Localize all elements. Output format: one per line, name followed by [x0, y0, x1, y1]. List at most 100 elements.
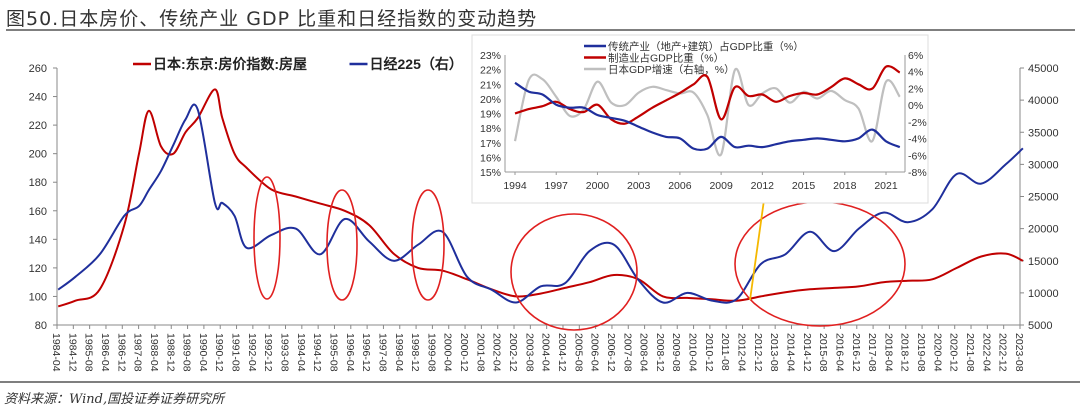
right-tick-label: 30000 [1028, 159, 1059, 171]
x-tick-label: 2007-08 [621, 333, 633, 372]
inset-right-tick-label: -4% [908, 134, 927, 146]
x-tick-label: 2023-08 [1013, 333, 1025, 372]
highlight-ellipse [510, 213, 638, 331]
x-tick-label: 2016-12 [850, 333, 862, 372]
inset-x-tick-label: 2006 [668, 180, 692, 192]
x-tick-label: 2010-04 [687, 333, 699, 372]
x-tick-label: 2012-12 [752, 333, 764, 372]
figure-title: 图50.日本房价、传统产业 GDP 比重和日经指数的变动趋势 [6, 8, 538, 30]
inset-x-tick-label: 2000 [586, 180, 610, 192]
right-tick-label: 25000 [1028, 192, 1059, 204]
inset-right-tick-label: -2% [908, 117, 927, 129]
x-tick-label: 2008-04 [638, 333, 650, 372]
right-tick-label: 40000 [1028, 95, 1059, 107]
arrow [749, 199, 765, 301]
left-tick-label: 80 [35, 320, 47, 332]
inset-left-tick-label: 16% [480, 152, 501, 164]
inset-right-tick-label: -6% [908, 150, 927, 162]
right-tick-label: 10000 [1028, 288, 1059, 300]
x-tick-label: 2018-04 [882, 333, 894, 372]
x-tick-label: 2008-12 [654, 333, 666, 372]
left-tick-label: 160 [29, 206, 47, 218]
legend-label: 日本:东京:房价指数:房屋 [153, 56, 307, 72]
x-tick-label: 1999-08 [425, 333, 437, 372]
inset-left-tick-label: 18% [480, 123, 501, 135]
x-tick-label: 2017-08 [866, 333, 878, 372]
right-tick-label: 45000 [1028, 63, 1059, 75]
x-tick-label: 2022-12 [997, 333, 1009, 372]
inset-left-tick-label: 23% [480, 50, 501, 62]
x-tick-label: 2006-04 [589, 333, 601, 372]
x-tick-label: 2013-08 [768, 333, 780, 372]
x-tick-label: 1992-12 [262, 333, 274, 372]
x-tick-label: 1998-04 [393, 333, 405, 372]
x-tick-label: 2004-04 [540, 333, 552, 372]
inset-legend-label: 日本GDP增速（右轴，%） [608, 63, 735, 76]
inset-right-tick-label: 4% [908, 67, 923, 79]
x-tick-label: 1987-08 [132, 333, 144, 372]
x-tick-label: 2014-04 [784, 333, 796, 372]
left-tick-label: 120 [29, 263, 47, 275]
x-tick-label: 2010-12 [703, 333, 715, 372]
series-line-right [57, 103, 1024, 304]
left-tick-label: 140 [29, 234, 47, 246]
x-tick-label: 2009-08 [670, 333, 682, 372]
x-tick-label: 2020-12 [948, 333, 960, 372]
inset-series-line [514, 81, 901, 152]
x-tick-label: 2005-08 [572, 333, 584, 372]
x-tick-label: 1988-12 [164, 333, 176, 372]
inset-left-tick-label: 17% [480, 138, 501, 150]
x-tick-label: 1993-08 [279, 333, 291, 372]
x-tick-label: 1989-08 [181, 333, 193, 372]
right-tick-label: 15000 [1028, 256, 1059, 268]
inset-left-tick-label: 22% [480, 65, 501, 77]
inset-right-tick-label: 0% [908, 100, 923, 112]
inset-x-tick-label: 1994 [503, 180, 527, 192]
inset-panel [471, 34, 929, 204]
left-tick-label: 240 [29, 92, 47, 104]
x-tick-label: 1990-12 [213, 333, 225, 372]
x-tick-label: 2020-04 [931, 333, 943, 372]
highlight-ellipse [253, 176, 281, 300]
x-tick-label: 1986-12 [115, 333, 127, 372]
inset-left-tick-label: 15% [480, 167, 501, 179]
inset-right-tick-label: 6% [908, 50, 923, 62]
x-tick-label: 1995-08 [327, 333, 339, 372]
x-tick-label: 1996-04 [344, 333, 356, 372]
x-tick-label: 2019-08 [915, 333, 927, 372]
inset-x-tick-label: 1997 [545, 180, 569, 192]
inset-right-tick-label: -8% [908, 167, 927, 179]
inset-left-tick-label: 19% [480, 109, 501, 121]
x-tick-label: 2002-04 [491, 333, 503, 372]
x-tick-label: 1984-04 [50, 333, 62, 372]
x-tick-label: 1996-12 [360, 333, 372, 372]
highlight-ellipse [411, 189, 445, 301]
inset-legend-label: 制造业占GDP比重（%） [608, 52, 724, 65]
inset-legend-label: 传统产业（地产+建筑）占GDP比重（%） [608, 40, 804, 53]
inset-x-tick-label: 2012 [751, 180, 775, 192]
inset-series-line [514, 65, 901, 125]
annotations [253, 176, 906, 331]
right-tick-label: 5000 [1028, 320, 1052, 332]
x-tick-label: 2001-08 [474, 333, 486, 372]
inset-x-tick-label: 2018 [833, 180, 857, 192]
x-tick-label: 1998-12 [409, 333, 421, 372]
x-tick-label: 1985-08 [83, 333, 95, 372]
x-tick-label: 1997-08 [376, 333, 388, 372]
left-tick-label: 180 [29, 177, 47, 189]
x-tick-label: 2011-08 [719, 333, 731, 371]
inset-x-tick-label: 2021 [874, 180, 898, 192]
x-tick-label: 2016-04 [833, 333, 845, 372]
left-tick-label: 260 [29, 63, 47, 75]
x-tick-label: 2021-08 [964, 333, 976, 372]
x-tick-label: 1994-04 [295, 333, 307, 372]
inset-x-tick-label: 2003 [627, 180, 651, 192]
x-tick-label: 2015-08 [817, 333, 829, 372]
inset-right-tick-label: 2% [908, 83, 923, 95]
left-tick-label: 100 [29, 291, 47, 303]
source-note: 资料来源：Wind,国投证券证券研究所 [4, 392, 225, 407]
x-tick-label: 1991-08 [230, 333, 242, 372]
x-tick-label: 2014-12 [801, 333, 813, 372]
